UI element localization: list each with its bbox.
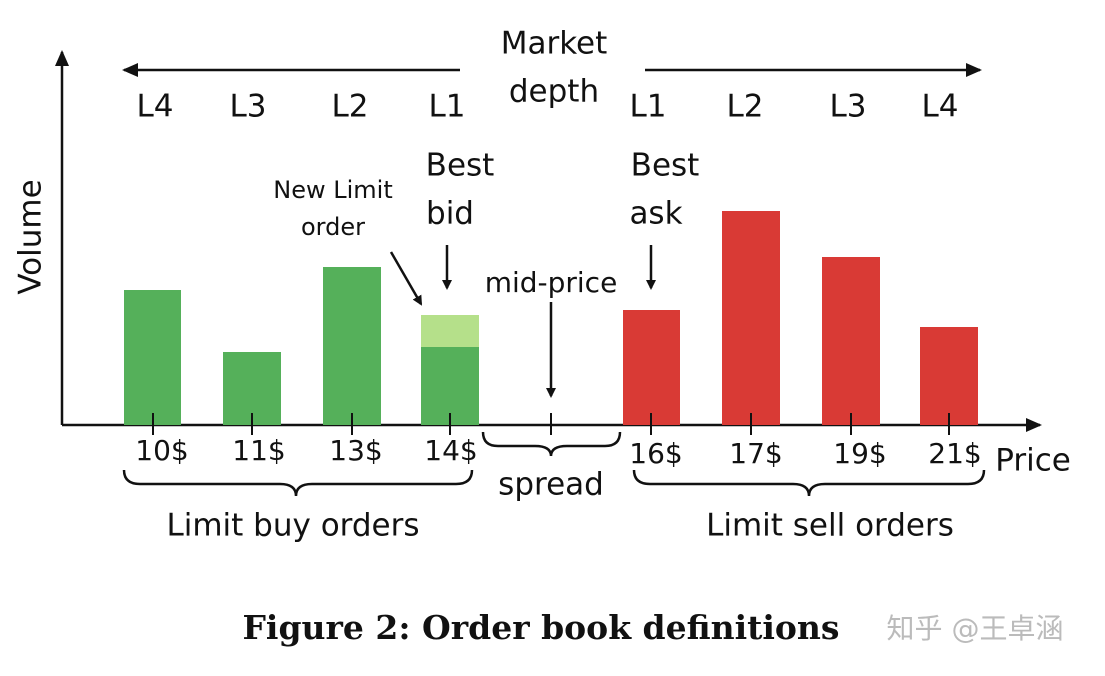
new-order-arrow xyxy=(389,251,423,306)
level-label: L1 xyxy=(429,89,466,125)
best-bid-label: bid xyxy=(426,196,474,232)
market-depth-label: Market xyxy=(501,26,608,62)
price-label: 10$ xyxy=(135,434,188,467)
y-axis-label: Volume xyxy=(13,179,49,294)
price-label: 14$ xyxy=(424,434,477,467)
bar xyxy=(124,290,181,425)
best-ask-label: ask xyxy=(629,196,682,232)
level-label: L4 xyxy=(922,89,959,125)
watermark: 知乎 @王卓涵 xyxy=(887,612,1064,645)
level-label: L4 xyxy=(137,89,174,125)
best-bid-label: Best xyxy=(426,148,495,184)
buy-group-label: Limit buy orders xyxy=(166,508,419,544)
bar xyxy=(623,310,680,425)
bar xyxy=(421,347,479,425)
spread-label: spread xyxy=(498,467,604,503)
price-label: 17$ xyxy=(729,437,782,470)
buy-bars xyxy=(124,267,479,425)
spread-brace xyxy=(481,431,622,457)
price-label: 19$ xyxy=(833,437,886,470)
level-label: L2 xyxy=(727,89,764,125)
new-order-label: order xyxy=(301,213,365,241)
price-label: 16$ xyxy=(629,437,682,470)
bar xyxy=(822,257,880,425)
ticks xyxy=(152,413,950,435)
sell-brace xyxy=(632,469,986,497)
sell-group-label: Limit sell orders xyxy=(706,508,954,544)
new-order-label: New Limit xyxy=(273,176,392,204)
best-ask-label: Best xyxy=(631,148,700,184)
level-label: L1 xyxy=(630,89,667,125)
price-label: 11$ xyxy=(232,434,285,467)
bar xyxy=(920,327,978,425)
market-depth-label: depth xyxy=(509,74,599,110)
new-order-bar xyxy=(421,315,479,347)
bar xyxy=(722,211,780,425)
sell-bars xyxy=(623,211,978,425)
price-label: 21$ xyxy=(928,437,981,470)
bar xyxy=(323,267,381,425)
level-label: L2 xyxy=(332,89,369,125)
x-axis-label: Price xyxy=(995,443,1071,479)
level-label: L3 xyxy=(230,89,267,125)
buy-brace xyxy=(122,469,474,497)
mid-price-label: mid-price xyxy=(485,266,618,299)
price-label: 13$ xyxy=(329,434,382,467)
bar xyxy=(223,352,281,425)
caption: Figure 2: Order book definitions xyxy=(242,608,839,647)
level-label: L3 xyxy=(830,89,867,125)
